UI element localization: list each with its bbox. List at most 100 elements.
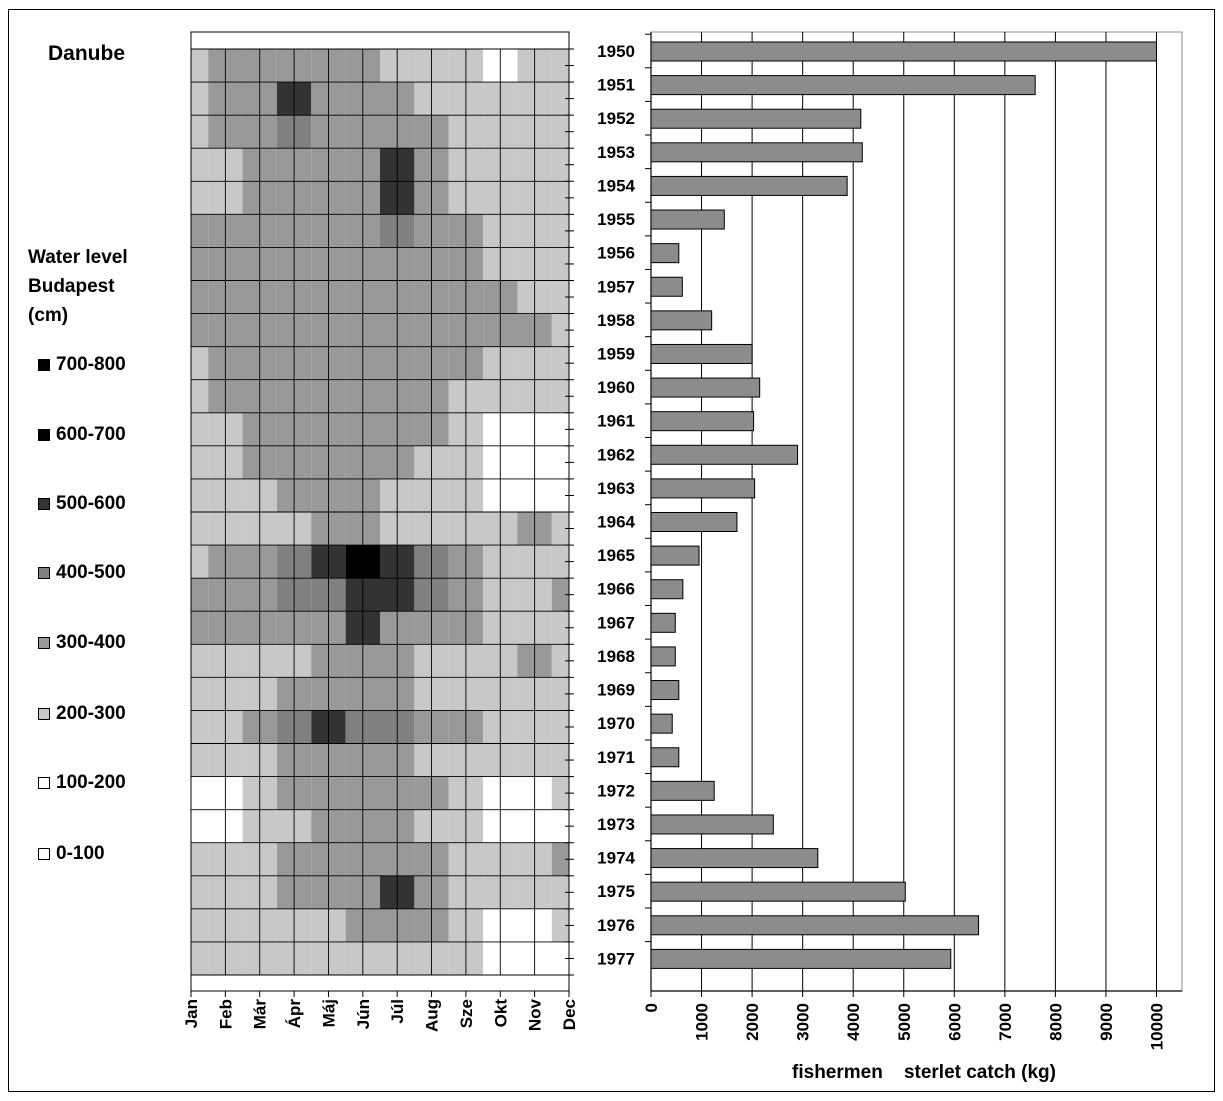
heatmap-cell	[191, 578, 209, 612]
legend-label: 400-500	[56, 562, 126, 583]
catch-bar	[650, 41, 1157, 62]
heatmap-cell	[551, 214, 569, 248]
year-tick-label: 1962	[597, 445, 635, 464]
catch-bar	[650, 747, 680, 768]
year-tick-label: 1974	[597, 849, 635, 868]
heatmap-cell	[551, 941, 569, 976]
catch-bar	[650, 175, 848, 196]
year-tick-label: 1968	[597, 647, 635, 666]
catch-bar	[650, 243, 680, 264]
heatmap-cell	[191, 842, 209, 877]
legend-swatch	[38, 637, 50, 649]
catch-bar	[650, 545, 700, 566]
legend-title-line: (cm)	[28, 305, 69, 326]
legend-swatch	[38, 777, 50, 789]
heatmap-cell	[191, 875, 209, 910]
heatmap-cell	[191, 181, 209, 215]
heatmap-cell	[551, 677, 569, 711]
catch-bar	[650, 276, 683, 297]
year-tick-label: 1957	[597, 277, 635, 296]
heatmap-cell	[191, 478, 209, 513]
month-tick-label: Dec	[560, 999, 579, 1030]
heatmap-cell	[191, 115, 209, 149]
bar-x-tick-label: 9000	[1097, 1003, 1116, 1041]
heatmap-cell	[191, 148, 209, 182]
catch-bar	[650, 780, 715, 801]
legend-swatch	[38, 708, 50, 720]
catch-bar	[650, 209, 725, 230]
legend-label: 500-600	[56, 493, 126, 514]
bar-x-tick-label: 1000	[693, 1003, 712, 1041]
heatmap-cell	[191, 611, 209, 645]
year-tick-label: 1961	[597, 412, 635, 431]
year-tick-label: 1969	[597, 681, 635, 700]
bar-x-axis-label: fishermen sterlet catch (kg)	[792, 1062, 1056, 1083]
heatmap-cell	[191, 941, 209, 976]
bar-x-tick-label: 6000	[945, 1003, 964, 1041]
heatmap-cell	[191, 313, 209, 348]
legend-item: 300-400	[38, 631, 126, 655]
bar-x-tick-label: 2000	[743, 1003, 762, 1041]
year-tick-label: 1950	[597, 42, 635, 61]
catch-bar	[650, 612, 676, 633]
heatmap-cell	[551, 280, 569, 315]
heatmap-cell	[191, 346, 209, 381]
legend-item: 700-800	[38, 353, 126, 377]
catch-bar	[650, 310, 713, 331]
catch-bar	[650, 478, 756, 499]
heatmap-cell	[191, 512, 209, 546]
year-tick-label: 1966	[597, 580, 635, 599]
catch-bar	[650, 444, 799, 465]
year-tick-label: 1977	[597, 949, 635, 968]
chart-title: Danube	[48, 42, 126, 65]
heatmap-cell	[191, 545, 209, 579]
bar-x-tick-label: 5000	[895, 1003, 914, 1041]
catch-bar	[650, 646, 676, 667]
catch-bar	[650, 680, 680, 701]
month-tick-label: Júl	[388, 999, 407, 1024]
heatmap-cell	[191, 743, 209, 778]
year-tick-label: 1975	[597, 882, 635, 901]
heatmap-cell	[551, 644, 569, 678]
heatmap-cell	[191, 379, 209, 414]
catch-bar	[650, 108, 862, 129]
year-tick-label: 1967	[597, 613, 635, 632]
year-tick-label: 1955	[597, 210, 635, 229]
heatmap-cell	[191, 247, 209, 281]
month-tick-label: Máj	[319, 999, 338, 1027]
heatmap-cell	[191, 809, 209, 844]
year-tick-label: 1951	[597, 76, 635, 95]
legend-label: 0-100	[56, 843, 105, 864]
bar-x-tick-label: 10000	[1148, 1003, 1167, 1050]
heatmap-cell	[191, 644, 209, 678]
catch-bar	[650, 377, 761, 398]
heatmap-cell	[551, 743, 569, 778]
heatmap-cell	[551, 478, 569, 513]
catch-bar	[650, 142, 863, 163]
heatmap-cell	[551, 379, 569, 414]
heatmap-cell	[551, 148, 569, 182]
heatmap-cell	[191, 776, 209, 811]
heatmap-cell	[551, 346, 569, 381]
catch-bar	[650, 579, 684, 600]
heatmap-cell	[551, 49, 569, 83]
bar-x-tick-label: 0	[642, 1003, 661, 1012]
heatmap-cell	[551, 578, 569, 612]
bar-x-tick-label: 3000	[794, 1003, 813, 1041]
month-tick-label: Feb	[216, 999, 235, 1029]
heatmap-cell	[551, 313, 569, 348]
heatmap-cell	[191, 214, 209, 248]
catch-bar	[650, 713, 673, 734]
catch-bar	[650, 512, 738, 532]
year-tick-label: 1954	[597, 176, 635, 195]
catch-bar	[650, 814, 774, 835]
year-tick-label: 1965	[597, 546, 635, 565]
heatmap-cell	[551, 82, 569, 116]
heatmap-cell	[551, 875, 569, 910]
legend-item: 0-100	[38, 842, 105, 866]
month-tick-label: Aug	[423, 999, 442, 1032]
legend-label: 200-300	[56, 703, 126, 724]
legend-item: 500-600	[38, 492, 126, 516]
